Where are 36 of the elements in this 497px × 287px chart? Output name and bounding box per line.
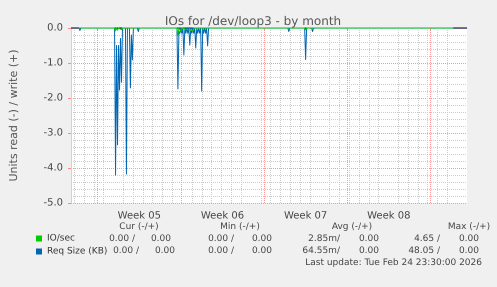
text: 2.85m/ [308,234,341,244]
text: 0.00 / [109,234,136,244]
text: 0.00 [458,246,480,256]
text: Max (-/+) [448,222,490,232]
text: 0.00 / [208,246,235,256]
line-series [78,28,454,36]
text: 48.05 / [408,246,441,256]
text: 0.00 [458,234,480,244]
y-tick-label: 0.0 [47,22,63,34]
text: 0.00 [252,234,272,244]
x-tick-label: Week 05 [118,210,161,222]
text: 64.55m/ [302,246,341,256]
y-tick-label: -1.0 [43,58,63,68]
text: Cur (-/+) [119,222,159,232]
text: Last update: Tue Feb 24 23:30:00 2026 [305,258,482,268]
y-tick-label: -5.0 [43,198,63,208]
text: 0.00 [252,246,272,256]
chart-title: IOs for /dev/loop3 - by month [164,14,342,28]
y-tick-label: -2.0 [43,92,63,104]
text: 0.00 [358,246,380,256]
text: 4.65 / [414,234,441,244]
y-tick-label: -4.0 [43,162,63,174]
legend-label: Req Size (KB) [47,246,108,256]
text: 0.00 / [113,246,140,256]
y-axis-title: Units read (-) / write (+) [7,49,20,182]
text: Avg (-/+) [332,222,372,232]
x-tick-label: Week 08 [367,210,410,222]
x-tick-label: Week 07 [284,210,328,222]
legend-label: IO/sec [47,234,75,244]
text: 0.00 [154,246,176,256]
text: 0.00 / [208,234,235,244]
y-tick-label: -3.0 [43,128,63,138]
text: 0.00 [358,234,380,244]
text: Min (-/+) [220,222,260,232]
text: 0.00 [150,234,172,244]
x-tick-label: Week 06 [200,210,244,222]
